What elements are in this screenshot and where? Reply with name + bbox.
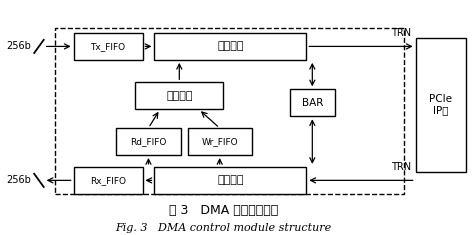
Text: 图 3   DMA 控制模块结构: 图 3 DMA 控制模块结构 xyxy=(169,204,278,217)
FancyBboxPatch shape xyxy=(188,128,252,155)
Text: Rd_FIFO: Rd_FIFO xyxy=(130,137,167,146)
Text: Tx_FIFO: Tx_FIFO xyxy=(91,42,125,51)
Text: Wr_FIFO: Wr_FIFO xyxy=(201,137,238,146)
Text: TRN: TRN xyxy=(391,28,411,39)
Text: PCIe
IP核: PCIe IP核 xyxy=(429,94,452,115)
FancyBboxPatch shape xyxy=(116,128,180,155)
FancyBboxPatch shape xyxy=(416,38,466,172)
Text: BAR: BAR xyxy=(302,98,323,108)
Text: 发送模块: 发送模块 xyxy=(217,41,244,51)
FancyBboxPatch shape xyxy=(154,33,306,60)
FancyBboxPatch shape xyxy=(135,82,223,109)
Text: 接收模块: 接收模块 xyxy=(217,175,244,185)
Text: Fig. 3   DMA control module structure: Fig. 3 DMA control module structure xyxy=(115,223,332,233)
Text: TRN: TRN xyxy=(391,162,411,172)
Text: 256b: 256b xyxy=(7,175,31,185)
FancyBboxPatch shape xyxy=(74,33,142,60)
FancyBboxPatch shape xyxy=(55,28,404,194)
FancyBboxPatch shape xyxy=(154,167,306,194)
Text: 命令解析: 命令解析 xyxy=(166,91,192,101)
Text: Rx_FIFO: Rx_FIFO xyxy=(90,176,126,185)
FancyBboxPatch shape xyxy=(74,167,142,194)
FancyBboxPatch shape xyxy=(290,89,335,116)
Text: 256b: 256b xyxy=(7,41,31,51)
